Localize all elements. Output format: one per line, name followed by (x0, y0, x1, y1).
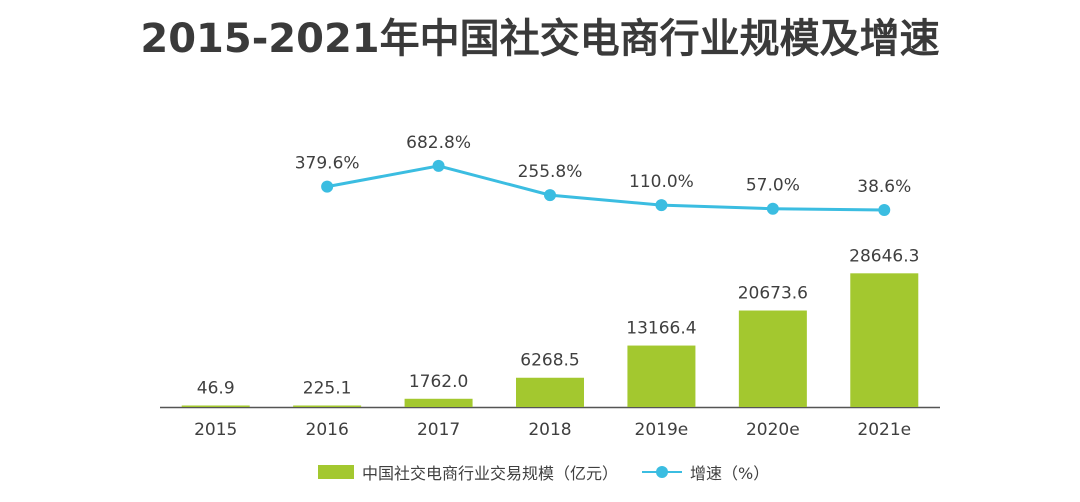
x-tick-label: 2020e (746, 420, 800, 440)
x-tick-label: 2017 (417, 420, 460, 440)
growth-point-2019e (655, 199, 668, 212)
bar-value-label: 46.9 (197, 379, 235, 399)
growth-point-2020e (766, 202, 779, 215)
legend-bar-label: 中国社交电商行业交易规模（亿元） (362, 464, 619, 483)
bar-2017 (404, 398, 473, 407)
x-tick-label: 2019e (635, 420, 689, 440)
x-tick-label: 2018 (528, 420, 571, 440)
legend-line-label: 增速（%） (690, 464, 770, 483)
growth-value-label: 110.0% (629, 172, 694, 192)
growth-value-label: 57.0% (746, 176, 800, 196)
bar-value-label: 20673.6 (738, 284, 808, 304)
x-tick-label: 2015 (194, 420, 237, 440)
bar-2015 (181, 405, 250, 407)
growth-point-2017 (432, 159, 445, 172)
bar-2019e (627, 345, 696, 407)
growth-point-2016 (321, 180, 334, 193)
bar-value-label: 13166.4 (626, 319, 696, 339)
bar-2020e (738, 310, 807, 407)
chart-title: 2015-2021年中国社交电商行业规模及增速 (140, 16, 940, 62)
growth-value-label: 682.8% (406, 133, 471, 153)
bar-value-label: 28646.3 (849, 246, 919, 266)
growth-value-label: 38.6% (857, 177, 911, 197)
x-tick-label: 2016 (306, 420, 349, 440)
bar-2021e (850, 273, 919, 407)
bar-2018 (516, 377, 584, 407)
x-tick-label: 2021e (857, 420, 911, 440)
legend-item-line: 增速（%） (642, 460, 769, 484)
bar-2016 (293, 405, 362, 407)
legend: 中国社交电商行业交易规模（亿元） 增速（%） (318, 460, 793, 484)
growth-point-2018 (544, 189, 556, 202)
bar-value-label: 6268.5 (520, 351, 579, 371)
bar-value-label: 1762.0 (409, 372, 468, 392)
growth-value-label: 379.6% (295, 154, 360, 174)
bar-value-label: 225.1 (303, 379, 352, 399)
growth-value-label: 255.8% (518, 162, 583, 182)
legend-item-bar: 中国社交电商行业交易规模（亿元） (318, 460, 618, 484)
growth-line (326, 164, 885, 212)
growth-point-2021e (878, 204, 891, 216)
legend-line-swatch (642, 465, 683, 479)
legend-bar-swatch (318, 465, 354, 479)
